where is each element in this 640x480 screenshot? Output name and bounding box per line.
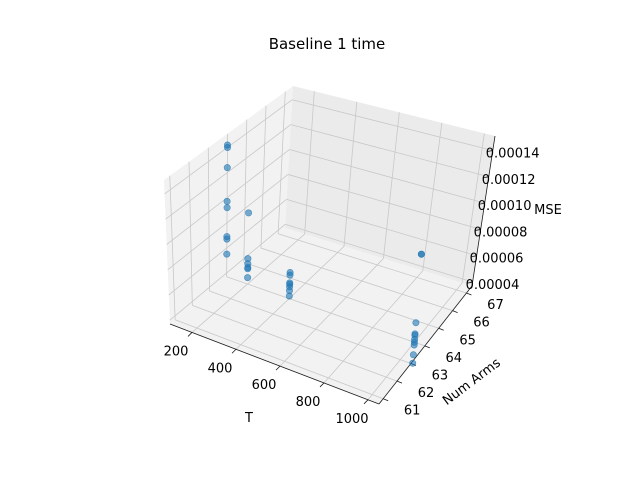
y-tick-label: 65: [459, 333, 476, 348]
y-tick-mark: [466, 292, 472, 296]
y-grid-wall: [207, 147, 210, 292]
x-tick-label: 1000: [335, 412, 368, 427]
y-grid-floor: [226, 276, 425, 347]
y-grid-wall: [277, 91, 286, 234]
y-tick-label: 67: [487, 298, 504, 313]
y-grid-floor: [192, 304, 398, 382]
z-grid-back: [286, 198, 477, 257]
y-grid-wall: [169, 175, 176, 320]
x-tick-label: 400: [208, 361, 233, 376]
z-grid-back: [289, 149, 485, 204]
y-grid-floor: [209, 290, 412, 364]
z-grid-left: [167, 174, 289, 270]
data-point: [223, 164, 231, 172]
z-tick-mark: [487, 150, 493, 152]
z-axis-line: [471, 135, 496, 287]
y-tick-mark: [452, 310, 458, 314]
z-tick-mark: [471, 255, 477, 258]
y-grid-wall: [260, 105, 267, 249]
x-grid-wall: [343, 101, 358, 247]
y-grid-floor: [260, 247, 453, 312]
z-grid-back: [285, 223, 473, 283]
data-point: [412, 319, 420, 327]
data-point: [285, 292, 293, 300]
axis-lines: [169, 135, 496, 405]
y-grid-wall: [243, 119, 248, 263]
data-point: [286, 271, 294, 279]
x-tick-mark: [187, 332, 193, 337]
z-grid-left: [168, 199, 287, 296]
x-grid-floor: [323, 270, 424, 384]
data-point: [244, 274, 252, 282]
x-grid-floor: [279, 258, 384, 367]
data-point: [417, 250, 425, 258]
x-grid-wall: [304, 91, 315, 235]
x-grid-floor: [191, 233, 305, 333]
z-grid-left: [166, 149, 290, 245]
x-grid-wall: [461, 133, 485, 284]
y-tick-mark: [383, 398, 389, 402]
data-point: [224, 144, 232, 152]
y-tick-label: 62: [418, 386, 435, 401]
x-tick-mark: [231, 348, 237, 354]
z-tick-labels: 0.00004 0.00006 0.00008 0.00010 0.00012 0.000…: [466, 146, 540, 293]
z-grid-left: [165, 124, 292, 220]
y-tick-label: 61: [404, 404, 421, 419]
z-grid-back: [287, 174, 481, 230]
z-tick-label: 0.00008: [474, 225, 528, 240]
y-grid-wall: [188, 161, 193, 306]
data-point: [223, 250, 231, 258]
z-tick-mark: [483, 176, 489, 179]
x-grid-wall: [383, 112, 400, 259]
x-grid-wall: [422, 122, 443, 271]
z-tick-mark: [479, 202, 485, 205]
data-point: [410, 341, 418, 349]
y-tick-mark: [396, 380, 403, 384]
data-point: [409, 351, 417, 359]
y-grid-floor: [175, 319, 384, 400]
chart-title: Baseline 1 time: [269, 35, 386, 53]
floor-pane: [170, 228, 472, 404]
y-tick-label: 63: [432, 368, 449, 383]
y-tick-label: 64: [446, 351, 463, 366]
z-grid-left: [169, 223, 286, 321]
data-point: [409, 359, 417, 367]
y-tick-mark: [424, 345, 430, 349]
y-tick-label: 66: [473, 316, 490, 331]
z-tick-mark: [475, 229, 481, 231]
z-tick-label: 0.00014: [486, 146, 540, 161]
y-axis-line: [378, 285, 473, 405]
data-point: [223, 197, 231, 205]
data-points: [223, 141, 425, 367]
x-axis-line: [169, 323, 380, 405]
x-tick-label: 600: [252, 378, 277, 393]
data-point: [223, 235, 231, 243]
y-tick-mark: [438, 327, 444, 331]
y-grid-floor: [243, 262, 439, 329]
x-tick-label: 200: [164, 344, 189, 359]
y-tick-labels: 61 62 63 64 65 66 67: [383, 292, 504, 419]
data-point: [245, 209, 253, 217]
z-tick-mark: [467, 281, 473, 284]
x-tick-label: 800: [296, 395, 321, 410]
axes-panes: [164, 86, 495, 404]
back-pane: [285, 86, 495, 286]
z-tick-label: 0.00012: [482, 173, 536, 188]
data-point: [244, 265, 252, 273]
x-axis-label: T: [244, 411, 253, 426]
z-tick-label: 0.00006: [470, 252, 524, 267]
x-tick-mark: [319, 382, 325, 388]
z-grid-back: [290, 124, 489, 178]
z-tick-label: 0.00010: [478, 199, 532, 214]
z-axis-label: MSE: [534, 203, 562, 218]
x-tick-labels: 200 400 600 800 1000: [164, 332, 369, 427]
x-tick-mark: [275, 365, 281, 371]
x-tick-mark: [363, 399, 369, 405]
y-grid-floor: [278, 233, 467, 294]
z-tick-label: 0.00004: [466, 278, 520, 293]
data-point: [223, 204, 231, 212]
z-grid-back: [292, 99, 493, 151]
